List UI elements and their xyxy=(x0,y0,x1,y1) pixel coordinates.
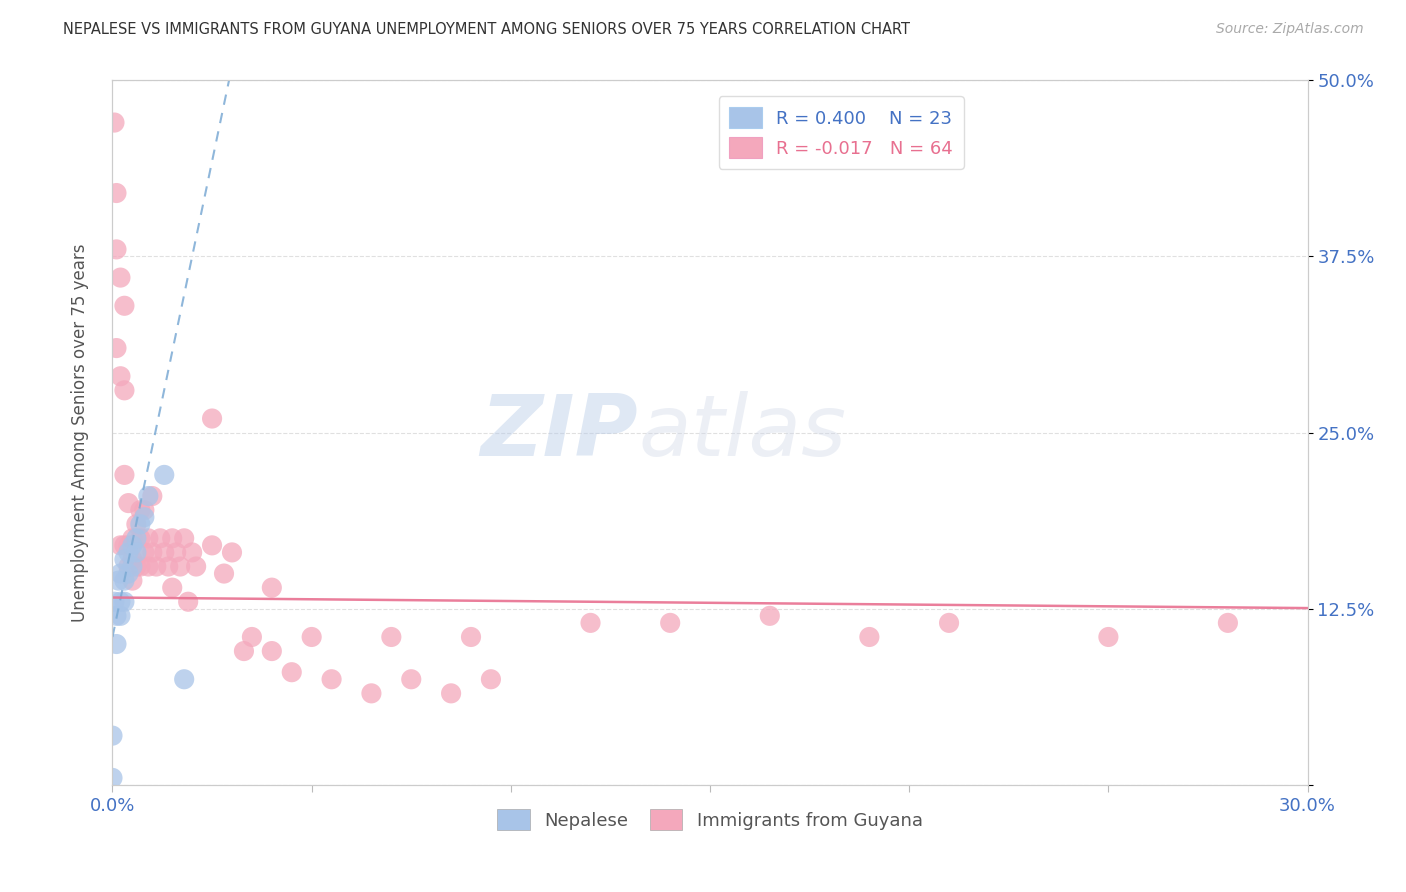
Point xyxy=(212,566,235,581)
Point xyxy=(129,532,152,546)
Point xyxy=(103,115,125,129)
Point xyxy=(114,595,135,609)
Point xyxy=(153,467,176,482)
Point xyxy=(157,559,180,574)
Y-axis label: Unemployment Among Seniors over 75 years: Unemployment Among Seniors over 75 years xyxy=(70,244,89,622)
Point xyxy=(134,510,156,524)
Point xyxy=(145,559,167,574)
Point xyxy=(134,503,156,517)
Point xyxy=(173,673,195,687)
Point xyxy=(114,538,135,552)
Point xyxy=(107,574,129,588)
Point xyxy=(759,608,782,623)
Point xyxy=(153,545,176,559)
Point xyxy=(121,532,143,546)
Point xyxy=(105,637,128,651)
Point xyxy=(129,503,152,517)
Point xyxy=(149,532,172,546)
Point xyxy=(121,559,143,574)
Text: NEPALESE VS IMMIGRANTS FROM GUYANA UNEMPLOYMENT AMONG SENIORS OVER 75 YEARS CORR: NEPALESE VS IMMIGRANTS FROM GUYANA UNEMP… xyxy=(63,22,910,37)
Point xyxy=(110,595,132,609)
Point xyxy=(173,532,195,546)
Point xyxy=(110,566,132,581)
Point xyxy=(121,538,143,552)
Point xyxy=(162,581,183,595)
Point xyxy=(121,574,143,588)
Point xyxy=(105,186,128,200)
Point xyxy=(110,608,132,623)
Point xyxy=(105,243,128,257)
Text: ZIP: ZIP xyxy=(481,391,638,475)
Text: Source: ZipAtlas.com: Source: ZipAtlas.com xyxy=(1216,22,1364,37)
Point xyxy=(101,729,124,743)
Point xyxy=(169,559,191,574)
Point xyxy=(114,384,135,398)
Point xyxy=(101,771,124,785)
Point xyxy=(233,644,256,658)
Point xyxy=(138,532,160,546)
Point xyxy=(460,630,482,644)
Point xyxy=(858,630,880,644)
Point xyxy=(360,686,382,700)
Point xyxy=(117,566,139,581)
Point xyxy=(117,538,139,552)
Point xyxy=(380,630,402,644)
Point xyxy=(141,545,163,559)
Point xyxy=(479,673,502,687)
Text: atlas: atlas xyxy=(638,391,846,475)
Point xyxy=(281,665,304,680)
Point xyxy=(221,545,243,559)
Point xyxy=(125,532,148,546)
Point xyxy=(260,644,283,658)
Point xyxy=(138,559,160,574)
Point xyxy=(181,545,204,559)
Point xyxy=(117,496,139,510)
Point xyxy=(321,673,343,687)
Point xyxy=(440,686,463,700)
Point xyxy=(125,559,148,574)
Point xyxy=(141,489,163,503)
Point xyxy=(201,538,224,552)
Point xyxy=(121,552,143,566)
Point xyxy=(117,545,139,559)
Point xyxy=(134,545,156,559)
Point xyxy=(1097,630,1119,644)
Point xyxy=(105,341,128,355)
Point xyxy=(114,574,135,588)
Point xyxy=(177,595,200,609)
Point xyxy=(125,545,148,559)
Point xyxy=(401,673,423,687)
Point xyxy=(129,559,152,574)
Point xyxy=(114,299,135,313)
Point xyxy=(110,369,132,384)
Point xyxy=(260,581,283,595)
Point xyxy=(138,489,160,503)
Point xyxy=(110,538,132,552)
Point xyxy=(659,615,682,630)
Point xyxy=(129,517,152,532)
Point xyxy=(165,545,187,559)
Legend: Nepalese, Immigrants from Guyana: Nepalese, Immigrants from Guyana xyxy=(488,800,932,839)
Point xyxy=(103,595,125,609)
Point xyxy=(162,532,183,546)
Point xyxy=(579,615,602,630)
Point xyxy=(125,517,148,532)
Point xyxy=(240,630,263,644)
Point xyxy=(301,630,323,644)
Point xyxy=(1216,615,1239,630)
Point xyxy=(938,615,960,630)
Point xyxy=(105,608,128,623)
Point xyxy=(117,559,139,574)
Point xyxy=(110,270,132,285)
Point xyxy=(114,467,135,482)
Point xyxy=(114,552,135,566)
Point xyxy=(186,559,208,574)
Point xyxy=(201,411,224,425)
